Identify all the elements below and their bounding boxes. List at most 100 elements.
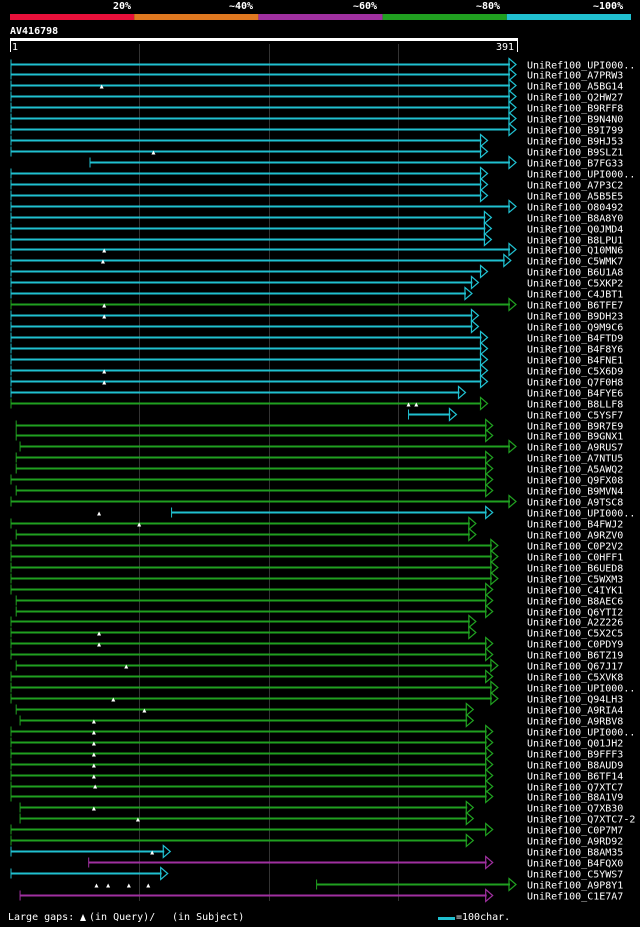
hit-label: UniRef100_A9TSC8 [527, 498, 623, 509]
hit-label: UniRef100_C0P2V2 [527, 542, 623, 553]
gap-marker [93, 784, 98, 789]
hit-label: UniRef100_B9I799 [527, 126, 623, 137]
hit-label: UniRef100_B7FG33 [527, 159, 623, 170]
hit-end-arrow [160, 866, 169, 881]
hit-end-arrow [485, 779, 494, 794]
hit-end-arrow [485, 669, 494, 684]
hit-label: UniRef100_Q9M9C6 [527, 323, 623, 334]
hit-label: UniRef100_A9P8Y1 [527, 881, 623, 892]
hit-label: UniRef100_B6UED8 [527, 564, 623, 575]
gap-marker [91, 806, 96, 811]
hit-end-arrow [485, 461, 494, 476]
legend-label-20: 20% [113, 1, 132, 12]
hit-label: UniRef100_C5XVK8 [527, 673, 623, 684]
in-subject-label: (in Subject) [172, 912, 245, 923]
hit-end-arrow [479, 188, 489, 203]
hit-end-arrow [503, 253, 512, 268]
hit-end-arrow [485, 505, 494, 520]
hit-end-arrow [490, 560, 499, 575]
hit-end-arrow [479, 330, 489, 345]
hit-label: UniRef100_Q7XTC7 [527, 783, 623, 794]
hit-label: UniRef100_C5XKP2 [527, 279, 623, 290]
hit-label: UniRef100_UPI000.. [527, 684, 635, 695]
scale-bar [438, 917, 455, 920]
legend-label-80: ~80% [476, 1, 501, 12]
hit-end-arrow [479, 363, 489, 378]
legend-label-60: ~60% [353, 1, 378, 12]
hit-label: UniRef100_B9MVN4 [527, 487, 623, 498]
hit-end-arrow [508, 111, 517, 126]
gap-marker [106, 883, 111, 888]
hit-end-arrow [483, 221, 493, 236]
hit-end-arrow [490, 658, 499, 673]
hit-end-arrow [490, 549, 499, 564]
hit-label: UniRef100_UPI000.. [527, 728, 635, 739]
hit-end-arrow [470, 319, 480, 334]
hit-end-arrow [465, 800, 475, 815]
gap-marker [150, 850, 155, 855]
hit-label: UniRef100_O80492 [527, 203, 623, 214]
gap-marker [91, 752, 96, 757]
gap-marker [97, 642, 102, 647]
gap-marker [126, 883, 131, 888]
hit-end-arrow [490, 571, 499, 586]
hit-label: UniRef100_B4FNE1 [527, 356, 623, 367]
gap-marker [124, 664, 129, 669]
hit-label: UniRef100_UPI000.. [527, 61, 635, 72]
hit-end-arrow [479, 166, 489, 181]
hit-label: UniRef100_B4FYE6 [527, 389, 623, 400]
hit-label: UniRef100_C4JBT1 [527, 290, 623, 301]
gap-marker [91, 763, 96, 768]
hit-end-arrow [479, 144, 489, 159]
hit-label: UniRef100_A7NTU5 [527, 454, 623, 465]
hit-label: UniRef100_A7PRW3 [527, 71, 623, 82]
hit-label: UniRef100_B9HJ53 [527, 137, 623, 148]
gap-marker [414, 402, 419, 407]
gap-marker [102, 303, 107, 308]
hit-end-arrow [485, 647, 494, 662]
query-title: AV416798 [10, 26, 59, 37]
hit-end-arrow [468, 527, 477, 542]
hit-end-arrow [485, 768, 494, 783]
hit-end-arrow [485, 757, 494, 772]
hit-end-arrow [483, 232, 493, 247]
legend-segment [258, 14, 383, 20]
hit-label: UniRef100_A9RD92 [527, 837, 623, 848]
hit-label: UniRef100_C5WXM3 [527, 575, 623, 586]
hit-end-arrow [485, 593, 494, 608]
hit-label: UniRef100_Q7XB30 [527, 804, 623, 815]
gap-marker [142, 708, 147, 713]
hit-label: UniRef100_A9RZV0 [527, 531, 623, 542]
hit-end-arrow [485, 724, 494, 739]
hit-label: UniRef100_A9RUS7 [527, 443, 623, 454]
hit-label: UniRef100_Q7XTC7-2 [527, 815, 635, 826]
hit-label: UniRef100_B9SLZ1 [527, 148, 623, 159]
hit-end-arrow [485, 746, 494, 761]
gap-marker [97, 511, 102, 516]
gap-marker [97, 631, 102, 636]
hit-label: UniRef100_A5BG14 [527, 82, 623, 93]
hit-label: UniRef100_C0P7M7 [527, 826, 623, 837]
gap-marker [102, 248, 107, 253]
hit-label: UniRef100_A5AWQ2 [527, 465, 623, 476]
gap-marker [406, 402, 411, 407]
hit-label: UniRef100_B4FTD9 [527, 334, 623, 345]
hit-end-arrow [508, 155, 517, 170]
hit-end-arrow [508, 67, 517, 82]
gap-marker [135, 817, 140, 822]
gap-marker [91, 730, 96, 735]
hit-label: UniRef100_A9RBV8 [527, 717, 623, 728]
hit-label: UniRef100_B9RFF8 [527, 104, 623, 115]
hit-end-arrow [508, 57, 517, 72]
gap-marker [102, 369, 107, 374]
hit-label: UniRef100_B9GNX1 [527, 432, 623, 443]
query-end-label: 391 [496, 42, 515, 53]
hit-end-arrow [485, 636, 494, 651]
hit-end-arrow [468, 516, 477, 531]
hit-label: UniRef100_B8A8Y0 [527, 214, 623, 225]
gap-marker [99, 84, 104, 89]
hit-label: UniRef100_Q67J17 [527, 662, 623, 673]
hit-label: UniRef100_Q6YTI2 [527, 608, 623, 619]
hit-end-arrow [162, 844, 172, 859]
hit-label: UniRef100_Q0JMD4 [527, 225, 623, 236]
